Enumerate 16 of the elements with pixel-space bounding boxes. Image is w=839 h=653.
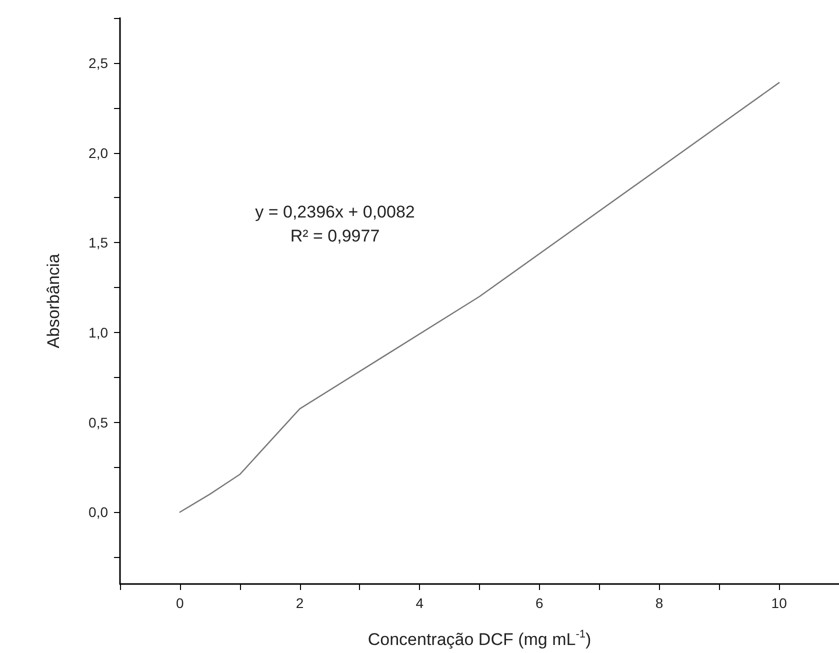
x-tick-label: 10 bbox=[771, 595, 788, 611]
x-tick-label: 8 bbox=[655, 595, 664, 611]
y-tick-label: 2,5 bbox=[88, 54, 108, 71]
x-tick-label: 6 bbox=[536, 595, 544, 611]
y-tick-label: 1,0 bbox=[88, 324, 108, 340]
y-tick-label: 0,0 bbox=[88, 504, 108, 520]
x-tick-label: 4 bbox=[416, 595, 424, 611]
x-tick-label: 0 bbox=[176, 595, 184, 611]
y-tick-label: 0,5 bbox=[88, 414, 108, 430]
annotation: R² = 0,9977 bbox=[290, 226, 380, 246]
x-tick-label: 2 bbox=[296, 595, 304, 611]
annotation: y = 0,2396x + 0,0082 bbox=[255, 202, 415, 222]
y-tick-label: 1,5 bbox=[88, 234, 108, 251]
y-axis-title: Absorbância bbox=[44, 253, 63, 348]
y-tick-label: 2,0 bbox=[88, 144, 108, 161]
line-series bbox=[179, 82, 780, 513]
